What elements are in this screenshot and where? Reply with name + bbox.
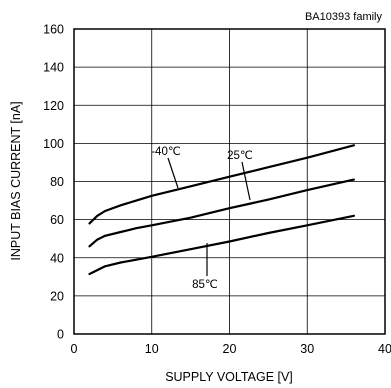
y-tick-label: 160 xyxy=(43,23,64,37)
y-tick-label: 140 xyxy=(43,61,64,75)
y-tick-label: 100 xyxy=(43,137,64,151)
annotations: -40℃ 25℃ 85℃ xyxy=(151,146,253,291)
x-tick-label: 40 xyxy=(378,342,391,356)
annotation-label-25: 25℃ xyxy=(227,150,253,162)
grid xyxy=(74,29,385,334)
tick-labels: 0 10 20 30 40 0 20 40 60 80 100 120 140 160 xyxy=(43,23,391,357)
y-tick-label: 40 xyxy=(50,251,64,265)
y-tick-label: 20 xyxy=(50,289,64,303)
plot-frame xyxy=(73,28,386,335)
series-line-40 xyxy=(88,144,355,225)
annotation-label-40: -40℃ xyxy=(151,146,181,158)
series-lines xyxy=(88,144,355,276)
annotation-leader xyxy=(167,157,179,189)
y-tick-label: 60 xyxy=(50,213,64,227)
series-line-85 xyxy=(88,214,355,276)
family-label: BA10393 family xyxy=(305,11,383,23)
annotation-label-85: 85℃ xyxy=(192,279,218,291)
x-tick-label: 0 xyxy=(71,342,78,356)
x-tick-label: 20 xyxy=(223,342,237,356)
y-tick-label: 120 xyxy=(43,99,64,113)
y-axis-label: INPUT BIAS CURRENT [nA] xyxy=(9,101,23,260)
annotation-leader xyxy=(241,161,251,201)
x-tick-label: 10 xyxy=(145,342,159,356)
x-tick-label: 30 xyxy=(300,342,314,356)
y-tick-label: 0 xyxy=(57,328,64,342)
x-axis-label: SUPPLY VOLTAGE [V] xyxy=(165,370,293,384)
series-line-25 xyxy=(88,178,355,248)
y-tick-label: 80 xyxy=(50,175,64,189)
